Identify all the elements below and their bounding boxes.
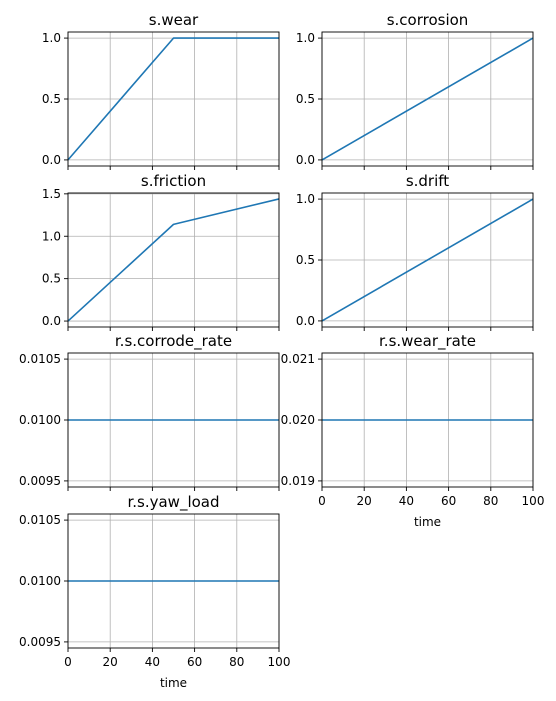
subplot-4: 0.0095 0.0100 0.0105 r.s.corrode_rate	[19, 332, 280, 491]
x-tick-label: 0	[64, 655, 72, 669]
subplot-title: r.s.yaw_load	[127, 493, 219, 512]
x-tick-label: 0	[318, 494, 326, 508]
y-tick-label: 0.020	[281, 413, 315, 427]
x-axis-label: time	[414, 515, 441, 529]
subplot-title: s.drift	[406, 172, 449, 190]
y-tick-label: 1.0	[296, 192, 315, 206]
x-tick-label: 20	[357, 494, 372, 508]
y-tick-label: 0.0095	[19, 635, 61, 649]
y-tick-label: 0.5	[42, 92, 61, 106]
subplot-title: s.friction	[141, 172, 206, 190]
y-tick-label: 0.0	[296, 153, 315, 167]
y-tick-label: 0.019	[281, 474, 315, 488]
y-tick-label: 0.0	[296, 314, 315, 328]
y-tick-label: 0.0105	[19, 352, 61, 366]
subplot-5: 0 20 40 60 80 100 0.019 0.020 0.021 r.s.wear_rate…	[281, 332, 545, 529]
series-line	[67, 37, 279, 161]
y-tick-label: 0.5	[42, 272, 61, 286]
y-tick-label: 1.0	[42, 31, 61, 45]
axes-frame	[67, 192, 280, 328]
series-line	[67, 198, 280, 322]
subplot-title: s.corrosion	[387, 11, 469, 29]
x-tick-label: 20	[103, 655, 118, 669]
series-line	[321, 198, 534, 322]
series-line	[321, 37, 534, 161]
y-tick-label: 1.0	[42, 229, 61, 243]
x-tick-label: 40	[145, 655, 160, 669]
y-tick-label: 0.5	[296, 253, 315, 267]
x-tick-label: 60	[187, 655, 202, 669]
y-tick-label: 0.0	[42, 314, 61, 328]
y-tick-label: 0.0100	[19, 574, 61, 588]
y-tick-label: 1.0	[296, 31, 315, 45]
y-tick-label: 0.0095	[19, 474, 61, 488]
subplot-title: r.s.corrode_rate	[115, 332, 232, 351]
x-axis-label: time	[160, 676, 187, 690]
y-tick-label: 0.0100	[19, 413, 61, 427]
subplot-3: 0.0 0.5 1.0 s.drift	[296, 172, 534, 331]
y-tick-label: 0.0	[42, 153, 61, 167]
y-tick-label: 0.021	[281, 352, 315, 366]
subplot-6: 0 20 40 60 80 100 0.0095 0.0100 0.0105 r.s.yaw_lo…	[19, 493, 290, 690]
subplot-1: 0.0 0.5 1.0 s.corrosion	[296, 11, 534, 170]
subplot-title: r.s.wear_rate	[379, 332, 476, 351]
x-tick-label: 100	[522, 494, 545, 508]
x-tick-label: 100	[268, 655, 291, 669]
y-tick-label: 1.5	[42, 187, 61, 201]
y-tick-label: 0.5	[296, 92, 315, 106]
x-tick-label: 40	[399, 494, 414, 508]
x-tick-label: 80	[229, 655, 244, 669]
x-tick-label: 60	[441, 494, 456, 508]
subplot-0: 0.0 0.5 1.0 s.wear	[42, 11, 280, 170]
y-tick-label: 0.0105	[19, 513, 61, 527]
x-tick-label: 80	[483, 494, 498, 508]
subplot-title: s.wear	[149, 11, 199, 29]
subplot-2: 0.0 0.5 1.0 1.5 s.friction	[42, 172, 280, 331]
